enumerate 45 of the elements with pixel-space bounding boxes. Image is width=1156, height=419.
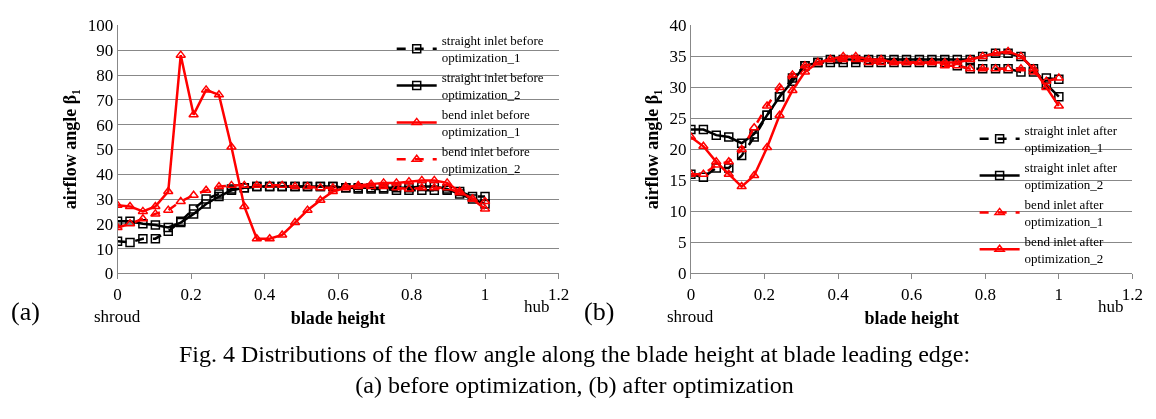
x-tick-label: 1.2 bbox=[547, 284, 570, 304]
x-axis-title: blade height bbox=[864, 307, 959, 328]
y-tick-label: 10 bbox=[669, 202, 687, 222]
x-tick-label: 0.2 bbox=[180, 284, 202, 304]
text: hub bbox=[524, 297, 550, 316]
y-tick-label: 20 bbox=[669, 140, 687, 160]
text: hub bbox=[1098, 297, 1124, 316]
y-tick-label: 40 bbox=[96, 165, 114, 185]
y-tick-label: 100 bbox=[87, 16, 114, 36]
x-tick-label: 0.6 bbox=[327, 284, 349, 304]
y-tick-label: 70 bbox=[96, 90, 114, 110]
x-tick-label: 1 bbox=[1054, 284, 1064, 304]
y-tick-label: 0 bbox=[677, 264, 687, 284]
x-tick-label: 0.8 bbox=[974, 284, 996, 304]
x-tick-label: 0.4 bbox=[827, 284, 850, 304]
y-axis-title: airflow angle β₁ bbox=[641, 89, 662, 210]
x-axis-title: blade height bbox=[290, 307, 386, 328]
x-tick-label: 0.4 bbox=[253, 284, 276, 304]
y-tick-label: 40 bbox=[669, 16, 687, 36]
y-tick-label: 35 bbox=[669, 47, 687, 67]
y-tick-label: 5 bbox=[677, 233, 687, 253]
x-tick-label: 0.8 bbox=[400, 284, 423, 304]
y-tick-label: 50 bbox=[96, 140, 114, 160]
y-tick-label: 90 bbox=[96, 41, 114, 61]
y-tick-label: 25 bbox=[669, 109, 687, 129]
x-tick-label: 0.6 bbox=[901, 284, 923, 304]
x-tick-label: 1 bbox=[480, 284, 490, 304]
text: shroud bbox=[94, 307, 141, 326]
y-tick-label: 30 bbox=[669, 78, 687, 98]
y-tick-label: 30 bbox=[96, 189, 114, 209]
y-tick-label: 10 bbox=[96, 239, 114, 259]
text: shroud bbox=[667, 307, 714, 326]
y-tick-label: 80 bbox=[96, 65, 114, 85]
legend-label: bend inlet after optimization_2 bbox=[1024, 233, 1104, 266]
y-tick-label: 15 bbox=[669, 171, 687, 191]
x-tick-label: 1.2 bbox=[1121, 284, 1144, 304]
y-tick-label: 0 bbox=[104, 264, 114, 284]
text: (b) bbox=[584, 297, 615, 326]
y-tick-label: 60 bbox=[96, 115, 114, 135]
caption: Fig. 4 Distributions of the flow angle along the blade height at blade leading edge: (a) before optimization, (b) after optimization bbox=[179, 341, 971, 399]
text: (a) bbox=[11, 297, 40, 326]
legend-label: bend inlet before optimization_2 bbox=[441, 143, 531, 176]
y-axis-title: airflow angle β₁ bbox=[59, 89, 80, 210]
y-tick-label: 20 bbox=[96, 214, 114, 234]
x-tick-label: 0.2 bbox=[753, 284, 776, 304]
